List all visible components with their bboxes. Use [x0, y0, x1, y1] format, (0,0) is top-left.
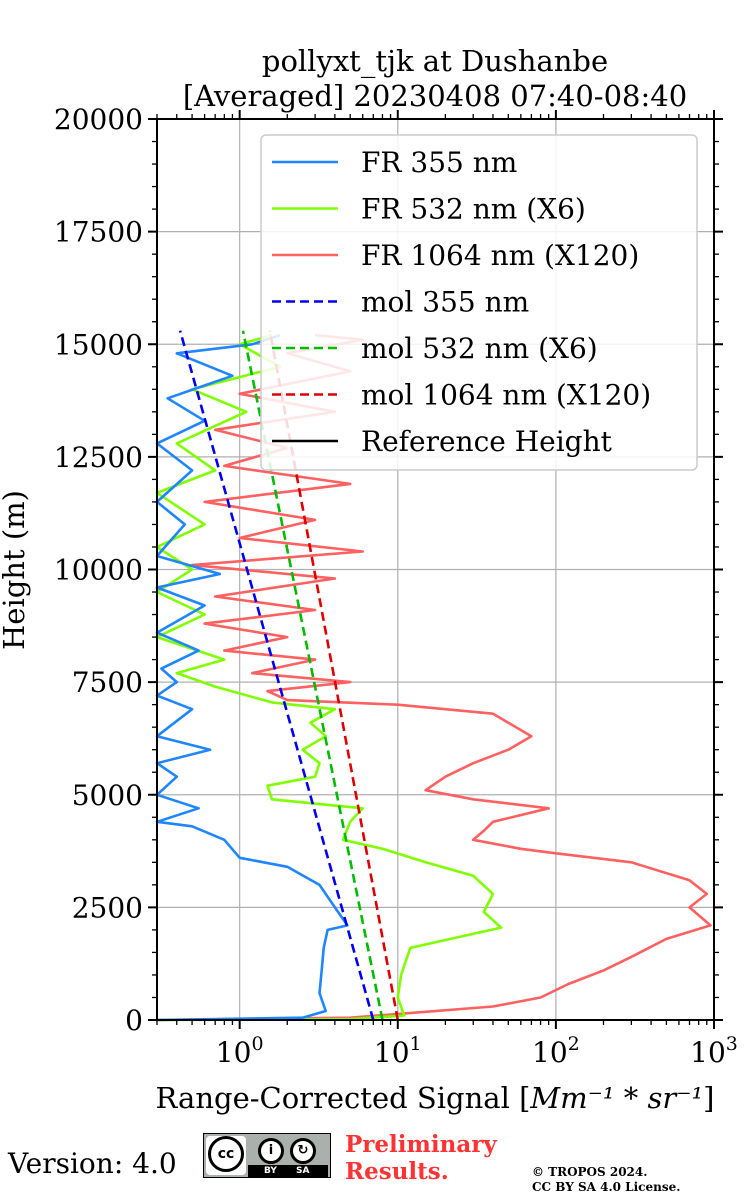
cc-by-label: BY — [264, 1166, 277, 1176]
cc-sa-label: SA — [296, 1166, 310, 1176]
y-tick-label: 10000 — [54, 554, 143, 587]
legend-label-3: mol 355 nm — [361, 286, 529, 319]
chart-title-line-1: pollyxt_tjk at Dushanbe — [262, 44, 608, 79]
series-line-2 — [156, 333, 712, 1022]
y-tick-label: 7500 — [72, 666, 143, 699]
preliminary-results-note: Preliminary Results. — [345, 1131, 497, 1185]
y-tick-label: 20000 — [54, 103, 143, 136]
y-tick-label: 17500 — [54, 216, 143, 249]
series-line-3 — [178, 330, 375, 1021]
y-tick-label: 5000 — [72, 779, 143, 812]
legend-label-5: mol 1064 nm (X120) — [361, 379, 651, 412]
y-axis-label: Height (m) — [0, 490, 31, 650]
legend-label-0: FR 355 nm — [361, 146, 517, 179]
y-tick-label: 12500 — [54, 441, 143, 474]
y-tick-label: 15000 — [54, 328, 143, 361]
legend-label-4: mol 532 nm (X6) — [361, 332, 598, 365]
chart-title-line-2: [Averaged] 20230408 07:40-08:40 — [183, 79, 687, 113]
share-alike-icon: ↻ — [290, 1138, 316, 1164]
x-axis-label: Range-Corrected Signal [Mm⁻¹ * sr⁻¹] — [156, 1081, 715, 1115]
legend: FR 355 nm FR 532 nm (X6) FR 1064 nm (X120)… — [260, 134, 698, 471]
attribution-icon: i — [258, 1138, 284, 1164]
legend-label-2: FR 1064 nm (X120) — [361, 239, 639, 272]
series-line-5 — [268, 330, 400, 1021]
x-tick-label: 101 — [374, 1033, 422, 1069]
x-tick-label: 100 — [216, 1033, 264, 1069]
legend-label-6: Reference Height — [361, 425, 613, 458]
x-tick-label: 102 — [532, 1033, 580, 1069]
y-tick-label: 0 — [125, 1004, 143, 1037]
copyright-note: © TROPOS 2024. CC BY SA 4.0 License. — [532, 1165, 681, 1194]
x-tick-label: 103 — [690, 1033, 738, 1069]
axes-ticks: 0 2500 5000 7500 10000 12500 15000 17500 20000 10… — [54, 103, 738, 1069]
cc-icon: cc — [208, 1136, 244, 1172]
y-tick-label: 2500 — [72, 891, 143, 924]
cc-by-sa-icon: cc i ↻ BY SA — [203, 1133, 331, 1178]
version-label: Version: 4.0 — [8, 1147, 177, 1180]
legend-label-1: FR 532 nm (X6) — [361, 193, 586, 226]
chart: pollyxt_tjk at Dushanbe [Averaged] 20230… — [0, 44, 738, 1115]
series-line-4 — [241, 330, 384, 1021]
